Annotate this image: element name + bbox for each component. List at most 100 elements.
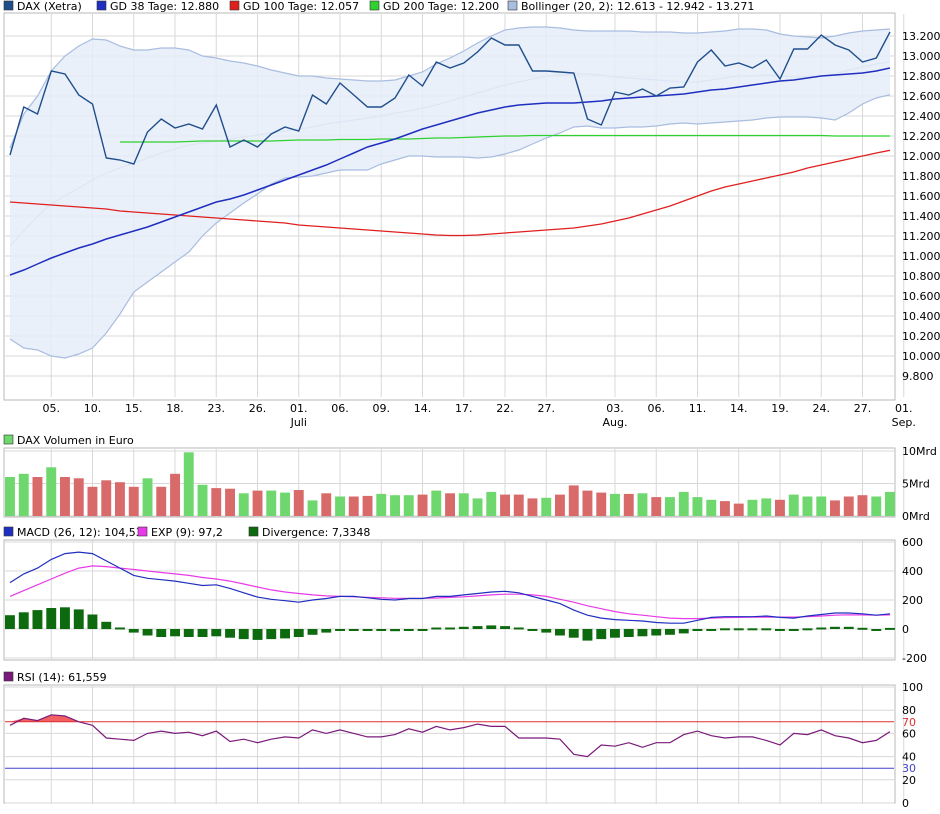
divergence-bar bbox=[513, 627, 524, 630]
dax-price-line bbox=[9, 31, 891, 165]
volume-bar bbox=[115, 482, 125, 516]
divergence-bar bbox=[596, 629, 607, 640]
x-tick-label: 06. bbox=[648, 402, 666, 415]
volume-bar bbox=[500, 494, 510, 516]
price-y-tick-label: 11.800 bbox=[902, 170, 940, 183]
divergence-bar bbox=[170, 629, 180, 637]
price-y-tick-label: 12.600 bbox=[902, 90, 940, 103]
volume-bar bbox=[403, 495, 414, 516]
divergence-bar bbox=[376, 629, 387, 631]
divergence-bar bbox=[390, 629, 400, 632]
legend-swatch bbox=[3, 0, 14, 11]
legend-swatch bbox=[229, 0, 240, 11]
x-tick-label: 18. bbox=[166, 402, 184, 415]
volume-bar bbox=[472, 498, 483, 516]
volume-bar bbox=[348, 496, 359, 516]
legend-swatch bbox=[507, 0, 518, 11]
volume-bar bbox=[527, 498, 538, 516]
divergence-bar bbox=[403, 629, 414, 631]
divergence-bar bbox=[73, 609, 84, 629]
x-tick-label: 26. bbox=[249, 402, 267, 415]
divergence-bar bbox=[472, 626, 483, 629]
legend-swatch bbox=[3, 434, 14, 445]
legend-label: DAX (Xetra) bbox=[17, 0, 82, 13]
divergence-bar bbox=[87, 614, 98, 629]
x-tick-label: 27. bbox=[854, 402, 872, 415]
x-tick-label: 15. bbox=[125, 402, 143, 415]
x-tick-label: 23. bbox=[208, 402, 226, 415]
divergence-bar bbox=[541, 629, 552, 633]
volume-bar bbox=[183, 452, 194, 516]
volume-bar bbox=[87, 486, 98, 517]
divergence-bar bbox=[843, 626, 854, 629]
divergence-bar bbox=[761, 628, 772, 631]
volume-bar bbox=[720, 501, 730, 516]
gd200-line bbox=[120, 134, 890, 143]
volume-bar bbox=[335, 496, 345, 516]
volume-bar bbox=[541, 497, 552, 516]
price-y-tick-label: 11.200 bbox=[902, 230, 940, 243]
volume-bar bbox=[32, 477, 43, 516]
macd-y-tick-label: 0 bbox=[902, 623, 909, 636]
price-y-tick-label: 10.600 bbox=[902, 290, 940, 303]
volume-bar bbox=[321, 493, 332, 517]
divergence-bar bbox=[706, 629, 717, 631]
volume-y-tick-label: 10Mrd bbox=[902, 445, 937, 458]
volume-bar bbox=[843, 496, 854, 516]
divergence-bar bbox=[720, 628, 730, 631]
macd-y-tick-label: 600 bbox=[902, 536, 923, 549]
legend-label: RSI (14): 61,559 bbox=[17, 671, 107, 684]
macd-y-tick-label: -200 bbox=[902, 652, 927, 665]
volume-bar bbox=[678, 491, 689, 516]
divergence-bar bbox=[252, 629, 263, 640]
volume-bar bbox=[830, 500, 840, 516]
volume-bar bbox=[706, 499, 717, 517]
volume-bar bbox=[445, 493, 455, 517]
volume-bar bbox=[733, 503, 744, 516]
price-y-tick-label: 10.000 bbox=[902, 350, 940, 363]
legend-swatch bbox=[369, 0, 380, 11]
rsi-y-tick-label: 100 bbox=[902, 681, 923, 694]
price-y-tick-label: 9.800 bbox=[902, 370, 934, 383]
volume-bar bbox=[211, 488, 222, 516]
x-tick-label: 24. bbox=[813, 402, 831, 415]
price-y-tick-label: 11.000 bbox=[902, 250, 940, 263]
macd-y-tick-label: 200 bbox=[902, 594, 923, 607]
divergence-bar bbox=[788, 629, 799, 631]
divergence-bar bbox=[857, 627, 868, 630]
volume-bar bbox=[156, 486, 167, 517]
macd-line bbox=[9, 551, 891, 624]
volume-bar bbox=[486, 491, 497, 516]
divergence-bar bbox=[610, 629, 620, 638]
legend-label: GD 100 Tage: 12.057 bbox=[243, 0, 359, 13]
volume-bar bbox=[73, 478, 84, 516]
divergence-bar bbox=[362, 629, 373, 631]
x-month-label: Aug. bbox=[603, 416, 628, 429]
gd100-line bbox=[9, 149, 891, 237]
volume-bar bbox=[761, 498, 772, 516]
divergence-bar bbox=[555, 629, 565, 636]
rsi-y-tick-label: 40 bbox=[902, 751, 916, 764]
volume-bar bbox=[128, 486, 139, 517]
bollinger-band-fill bbox=[10, 27, 890, 358]
divergence-bar bbox=[183, 629, 194, 637]
volume-bar bbox=[857, 495, 868, 516]
divergence-bar bbox=[678, 629, 689, 634]
divergence-bar bbox=[266, 629, 277, 640]
volume-bar bbox=[775, 499, 785, 517]
volume-bar bbox=[665, 497, 675, 516]
rsi-line bbox=[9, 714, 891, 758]
legend-swatch bbox=[3, 526, 14, 537]
divergence-bar bbox=[651, 629, 662, 636]
price-y-tick-label: 13.000 bbox=[902, 50, 940, 63]
x-tick-label: 17. bbox=[455, 402, 473, 415]
divergence-bar bbox=[280, 629, 290, 639]
divergence-bar bbox=[816, 627, 827, 630]
price-y-tick-label: 12.200 bbox=[902, 130, 940, 143]
volume-bar bbox=[692, 497, 703, 516]
divergence-bar bbox=[775, 629, 785, 631]
volume-bar bbox=[238, 493, 249, 517]
legend-label: Bollinger (20, 2): 12.613 - 12.942 - 13.… bbox=[521, 0, 754, 13]
volume-bar bbox=[252, 490, 263, 516]
